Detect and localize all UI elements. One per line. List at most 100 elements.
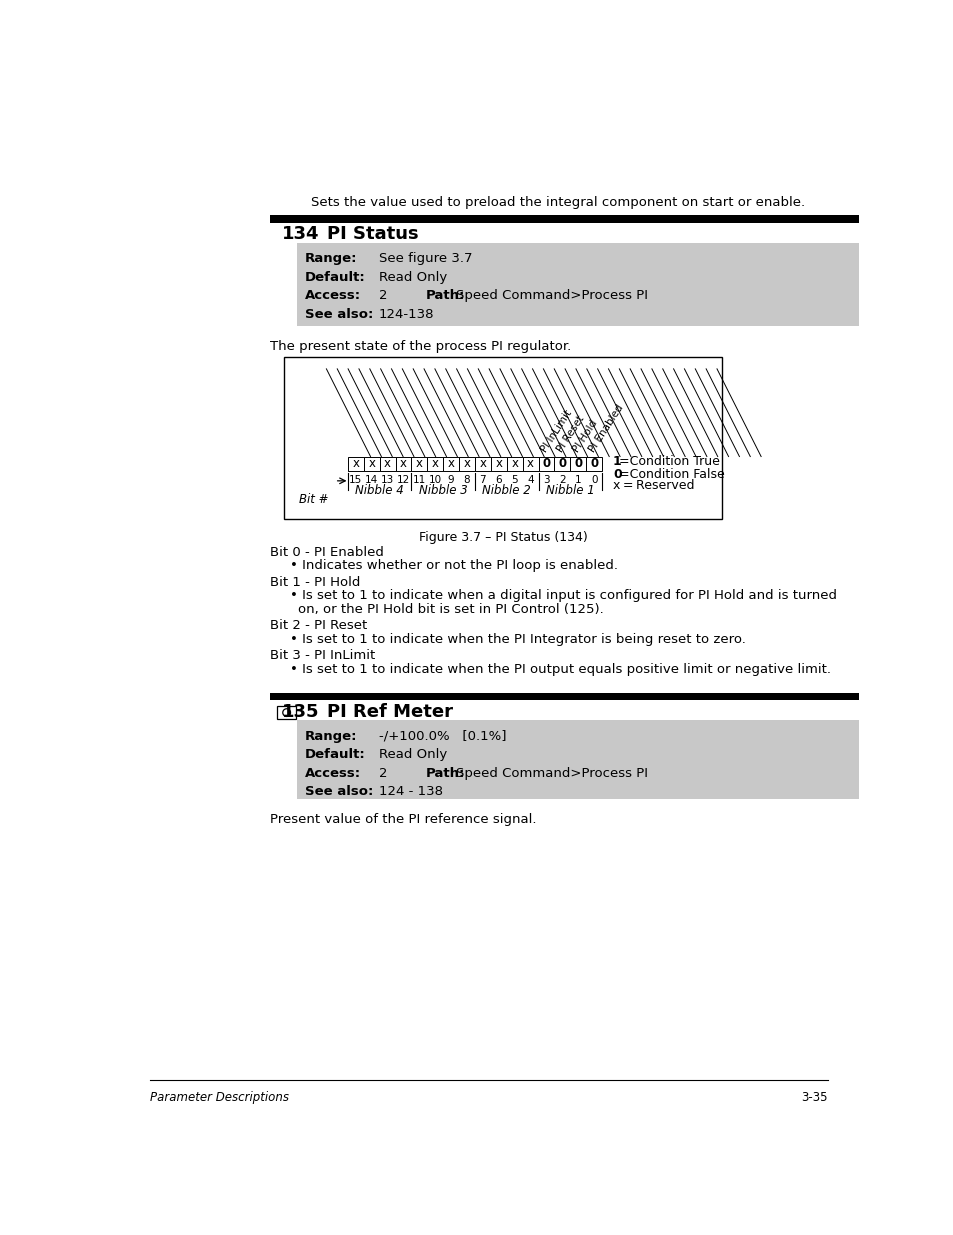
- Text: 124-138: 124-138: [378, 308, 434, 321]
- Text: Range:: Range:: [305, 730, 357, 742]
- Text: Sets the value used to preload the integral component on start or enable.: Sets the value used to preload the integ…: [311, 196, 804, 209]
- Bar: [363, 457, 379, 471]
- Text: 0: 0: [612, 468, 621, 480]
- Text: x: x: [526, 457, 534, 471]
- Text: 1: 1: [575, 475, 581, 485]
- Bar: [427, 457, 443, 471]
- Text: Path:: Path:: [425, 767, 464, 779]
- Bar: [458, 457, 475, 471]
- Text: PI Status: PI Status: [327, 225, 418, 243]
- Bar: [270, 693, 860, 700]
- Bar: [284, 357, 721, 519]
- Text: x: x: [384, 457, 391, 471]
- Text: Range:: Range:: [305, 252, 357, 266]
- Text: 12: 12: [396, 475, 410, 485]
- Bar: [475, 457, 491, 471]
- Bar: [270, 215, 860, 222]
- Bar: [277, 706, 295, 719]
- Text: x: x: [447, 457, 455, 471]
- Text: =Condition True: =Condition True: [618, 456, 720, 468]
- Text: Nibble 4: Nibble 4: [355, 484, 404, 498]
- Text: 2: 2: [378, 767, 387, 779]
- Text: Figure 3.7 – PI Status (134): Figure 3.7 – PI Status (134): [418, 531, 587, 543]
- Bar: [379, 457, 395, 471]
- Text: 0: 0: [574, 457, 581, 471]
- Text: Path:: Path:: [425, 289, 464, 303]
- Text: x: x: [495, 457, 502, 471]
- Text: • Is set to 1 to indicate when the PI output equals positive limit or negative l: • Is set to 1 to indicate when the PI ou…: [290, 662, 830, 676]
- Text: 11: 11: [413, 475, 426, 485]
- Text: See figure 3.7: See figure 3.7: [378, 252, 472, 266]
- Text: x: x: [511, 457, 517, 471]
- Text: 13: 13: [380, 475, 394, 485]
- Text: 4: 4: [527, 475, 534, 485]
- Text: x: x: [352, 457, 359, 471]
- Text: 1: 1: [612, 456, 621, 468]
- Text: Bit 3 - PI InLimit: Bit 3 - PI InLimit: [270, 650, 375, 662]
- Text: on, or the PI Hold bit is set in PI Control (125).: on, or the PI Hold bit is set in PI Cont…: [298, 603, 603, 615]
- Text: Read Only: Read Only: [378, 748, 447, 761]
- Text: Access:: Access:: [305, 767, 361, 779]
- Bar: [506, 457, 522, 471]
- Text: Default:: Default:: [305, 270, 366, 284]
- Text: 7: 7: [479, 475, 486, 485]
- Text: Speed Command>Process PI: Speed Command>Process PI: [456, 289, 648, 303]
- Bar: [585, 457, 601, 471]
- Text: x = Reserved: x = Reserved: [612, 478, 694, 492]
- Text: 10: 10: [428, 475, 441, 485]
- Text: See also:: See also:: [305, 785, 374, 798]
- Text: 15: 15: [349, 475, 362, 485]
- Text: x: x: [368, 457, 375, 471]
- Text: 124 - 138: 124 - 138: [378, 785, 442, 798]
- Text: 3: 3: [542, 475, 549, 485]
- Bar: [348, 457, 363, 471]
- Text: Parameter Descriptions: Parameter Descriptions: [150, 1091, 289, 1104]
- Text: PI Ref Meter: PI Ref Meter: [327, 703, 453, 720]
- Text: 14: 14: [365, 475, 378, 485]
- Text: The present state of the process PI regulator.: The present state of the process PI regu…: [270, 340, 571, 353]
- Text: 3-35: 3-35: [801, 1091, 827, 1104]
- Bar: [443, 457, 458, 471]
- Text: 2: 2: [558, 475, 565, 485]
- Text: • Is set to 1 to indicate when the PI Integrator is being reset to zero.: • Is set to 1 to indicate when the PI In…: [290, 632, 745, 646]
- Text: Read Only: Read Only: [378, 270, 447, 284]
- Text: Bit 0 - PI Enabled: Bit 0 - PI Enabled: [270, 546, 384, 559]
- Text: PI Reset: PI Reset: [555, 414, 586, 454]
- Text: =Condition False: =Condition False: [618, 468, 724, 480]
- Text: Bit 2 - PI Reset: Bit 2 - PI Reset: [270, 620, 367, 632]
- Text: 0: 0: [558, 457, 566, 471]
- Text: x: x: [463, 457, 470, 471]
- Text: x: x: [479, 457, 486, 471]
- Text: 6: 6: [495, 475, 501, 485]
- Text: PI InLimit: PI InLimit: [539, 408, 574, 454]
- Bar: [522, 457, 537, 471]
- Text: x: x: [432, 457, 438, 471]
- Text: 134: 134: [282, 225, 319, 243]
- Text: -/+100.0%   [0.1%]: -/+100.0% [0.1%]: [378, 730, 506, 742]
- Bar: [411, 457, 427, 471]
- Text: PI Enabled: PI Enabled: [587, 403, 625, 454]
- Text: 2: 2: [378, 289, 387, 303]
- Text: PI Hold: PI Hold: [571, 417, 598, 454]
- Text: Bit #: Bit #: [298, 493, 328, 506]
- Text: 0: 0: [590, 475, 597, 485]
- Text: 135: 135: [282, 703, 319, 720]
- Text: 8: 8: [463, 475, 470, 485]
- Text: Nibble 1: Nibble 1: [545, 484, 594, 498]
- Text: 9: 9: [447, 475, 454, 485]
- Bar: [554, 457, 570, 471]
- Text: x: x: [399, 457, 407, 471]
- Bar: [297, 720, 860, 799]
- Text: • Is set to 1 to indicate when a digital input is configured for PI Hold and is : • Is set to 1 to indicate when a digital…: [290, 589, 836, 603]
- Text: • Indicates whether or not the PI loop is enabled.: • Indicates whether or not the PI loop i…: [290, 559, 618, 572]
- Text: x: x: [416, 457, 422, 471]
- Bar: [570, 457, 585, 471]
- Text: Nibble 3: Nibble 3: [418, 484, 467, 498]
- Text: See also:: See also:: [305, 308, 374, 321]
- Bar: [537, 457, 554, 471]
- Text: Access:: Access:: [305, 289, 361, 303]
- Text: Nibble 2: Nibble 2: [482, 484, 531, 498]
- Text: Default:: Default:: [305, 748, 366, 761]
- Text: Bit 1 - PI Hold: Bit 1 - PI Hold: [270, 577, 360, 589]
- Text: 0: 0: [542, 457, 550, 471]
